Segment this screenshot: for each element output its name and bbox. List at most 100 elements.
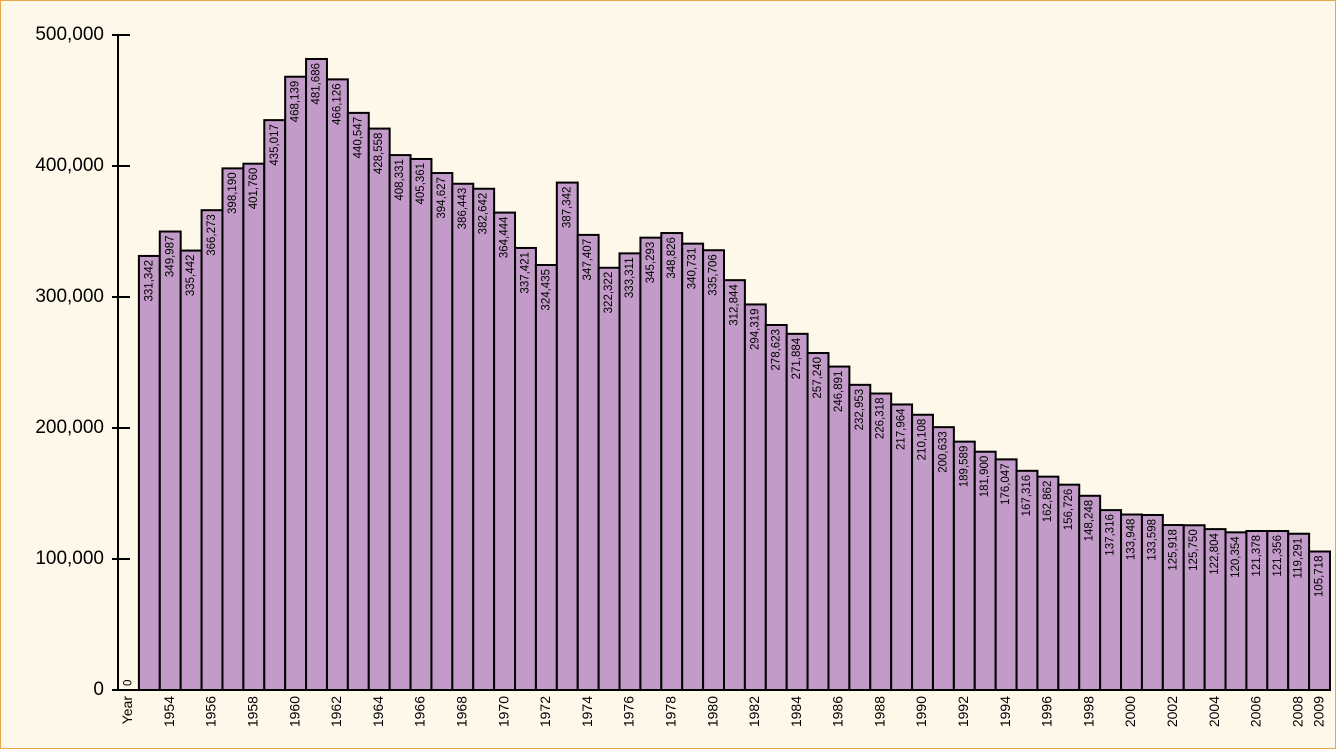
y-tick-label: 0 — [93, 679, 104, 700]
value-label: 408,331 — [394, 159, 406, 201]
x-tick-label: 1962 — [328, 696, 344, 727]
bar — [263, 119, 287, 691]
bar — [200, 209, 224, 691]
value-label: 257,240 — [812, 357, 824, 399]
value-label: 122,804 — [1209, 533, 1221, 575]
value-label: 167,316 — [1021, 475, 1033, 517]
value-label: 468,139 — [290, 81, 302, 123]
bar — [221, 167, 245, 691]
value-label: 398,190 — [227, 172, 239, 214]
bar — [639, 236, 663, 691]
value-label: 337,421 — [520, 252, 532, 294]
bar — [346, 111, 370, 692]
value-label: 347,407 — [582, 239, 594, 281]
value-label: 386,443 — [457, 188, 469, 230]
bar — [284, 75, 308, 691]
x-tick-label: 2009 — [1310, 696, 1326, 727]
bar — [576, 233, 600, 692]
value-label: 324,435 — [540, 269, 552, 311]
x-tick-label: 2002 — [1164, 696, 1180, 727]
bar — [158, 230, 182, 691]
x-tick-label: 1998 — [1080, 696, 1096, 727]
value-label: 200,633 — [937, 431, 949, 473]
x-tick-label: 1996 — [1039, 696, 1055, 727]
bar — [493, 211, 517, 691]
value-label: 232,953 — [854, 389, 866, 431]
value-label: 125,750 — [1188, 529, 1200, 571]
value-label: 176,047 — [1000, 463, 1012, 505]
value-label: 428,558 — [373, 133, 385, 175]
bar — [534, 263, 558, 691]
bar — [806, 352, 830, 691]
x-tick-label: 2006 — [1248, 696, 1264, 727]
bar — [137, 254, 161, 691]
y-tick-label: 300,000 — [35, 286, 104, 307]
value-label: 162,862 — [1042, 481, 1054, 523]
bar — [179, 249, 203, 691]
x-tick-label: 1974 — [579, 696, 595, 727]
x-tick-label: 2000 — [1122, 696, 1138, 727]
x-tick-label: 1980 — [704, 696, 720, 727]
value-label: 435,017 — [269, 124, 281, 166]
value-label: 349,987 — [164, 236, 176, 278]
y-tick-label: 200,000 — [35, 417, 104, 438]
x-tick-label: 2004 — [1206, 696, 1222, 727]
x-tick-label: 1992 — [955, 696, 971, 727]
value-label: 246,891 — [833, 371, 845, 413]
x-tick-label: 1978 — [662, 696, 678, 727]
bar — [367, 127, 391, 691]
value-label: 271,884 — [791, 337, 803, 379]
bar — [325, 78, 349, 691]
value-label: 148,248 — [1084, 500, 1096, 542]
x-tick-label: 1958 — [245, 696, 261, 727]
bar — [618, 252, 642, 692]
value-label: 217,964 — [896, 408, 908, 450]
value-label: 333,311 — [624, 257, 636, 298]
bar — [409, 157, 433, 691]
value-label: 133,948 — [1126, 519, 1138, 561]
x-tick-label: 1982 — [746, 696, 762, 727]
value-label: 382,642 — [478, 193, 490, 235]
value-label: 387,342 — [561, 187, 573, 229]
x-tick-label: 1954 — [161, 696, 177, 727]
value-label: 226,318 — [875, 398, 887, 440]
value-label: 405,361 — [415, 163, 427, 205]
x-tick-label: 1990 — [913, 696, 929, 727]
value-label: 345,293 — [645, 242, 657, 284]
y-tick-label: 100,000 — [35, 548, 104, 569]
x-tick-label: 1984 — [788, 696, 804, 727]
bar — [305, 57, 328, 692]
value-label: 105,718 — [1314, 556, 1326, 598]
bar — [597, 266, 621, 691]
value-label: 340,731 — [687, 248, 699, 290]
value-label: 189,589 — [958, 446, 970, 488]
x-tick-label: 1986 — [830, 696, 846, 727]
bar — [785, 332, 809, 691]
bar — [723, 279, 746, 691]
value-label: 278,623 — [770, 329, 782, 371]
value-label: 125,918 — [1167, 529, 1179, 571]
value-label: 466,126 — [331, 83, 343, 125]
value-label: 440,547 — [352, 117, 364, 159]
value-label: 322,322 — [603, 272, 615, 314]
value-label: 335,442 — [185, 255, 197, 297]
value-label: 366,273 — [206, 214, 218, 256]
bar — [472, 187, 496, 691]
bar — [660, 232, 684, 691]
x-tick-label: 1964 — [370, 696, 386, 727]
bar — [514, 246, 537, 691]
value-label: 133,598 — [1146, 519, 1158, 561]
bar — [242, 162, 266, 691]
x-tick-label: 1956 — [203, 696, 219, 727]
bar — [764, 324, 788, 691]
value-label: 119,291 — [1293, 538, 1305, 579]
value-label: 121,378 — [1251, 535, 1263, 577]
x-tick-label: 1960 — [286, 696, 302, 727]
value-label: 137,316 — [1105, 514, 1117, 556]
x-tick-label: Year — [119, 696, 135, 725]
x-tick-label: 1970 — [495, 696, 511, 727]
value-label: 481,686 — [311, 63, 323, 105]
x-tick-label: 1966 — [412, 696, 428, 727]
value-label: 210,108 — [917, 419, 929, 461]
value-label: 335,706 — [708, 254, 720, 296]
